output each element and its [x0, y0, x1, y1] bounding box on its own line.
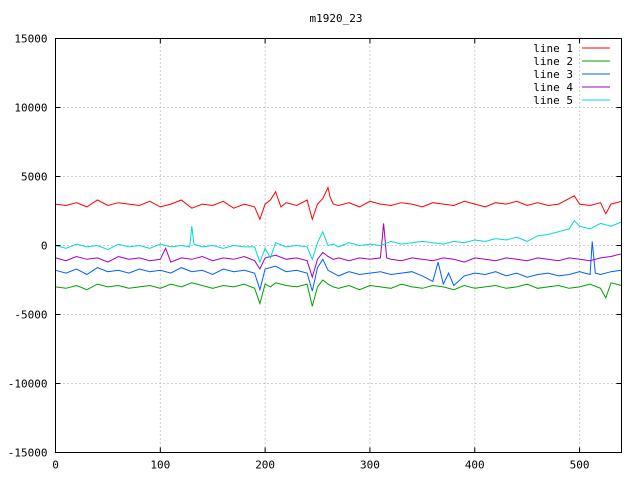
x-tick-label: 500 — [570, 459, 590, 472]
legend-label: line 4 — [533, 81, 573, 94]
series-line-2 — [55, 279, 622, 307]
axis-ticks: 0 100 200 300 400 500 -15000 -10000 -5000 0 5000 10… — [8, 33, 622, 472]
grid — [55, 38, 622, 453]
series-lines — [55, 185, 622, 307]
series-line-4 — [55, 223, 622, 279]
series-line-3 — [55, 241, 622, 292]
x-tick-label: 400 — [465, 459, 485, 472]
series-line-5 — [55, 219, 622, 264]
x-tick-label: 200 — [255, 459, 275, 472]
y-tick-label: 10000 — [14, 102, 47, 115]
y-tick-label: -10000 — [8, 378, 48, 391]
legend-label: line 2 — [533, 55, 573, 68]
y-tick-label: 0 — [41, 240, 48, 253]
legend-label: line 5 — [533, 94, 573, 107]
legend-label: line 3 — [533, 68, 573, 81]
chart-title: m1920_23 — [310, 12, 363, 25]
x-tick-label: 300 — [360, 459, 380, 472]
x-tick-label: 100 — [150, 459, 170, 472]
x-tick-label: 0 — [52, 459, 59, 472]
series-line-1 — [55, 185, 622, 222]
y-tick-label: 15000 — [14, 33, 47, 46]
legend-label: line 1 — [533, 42, 573, 55]
y-tick-label: 5000 — [21, 171, 48, 184]
y-tick-label: -5000 — [14, 309, 47, 322]
y-tick-label: -15000 — [8, 447, 48, 460]
